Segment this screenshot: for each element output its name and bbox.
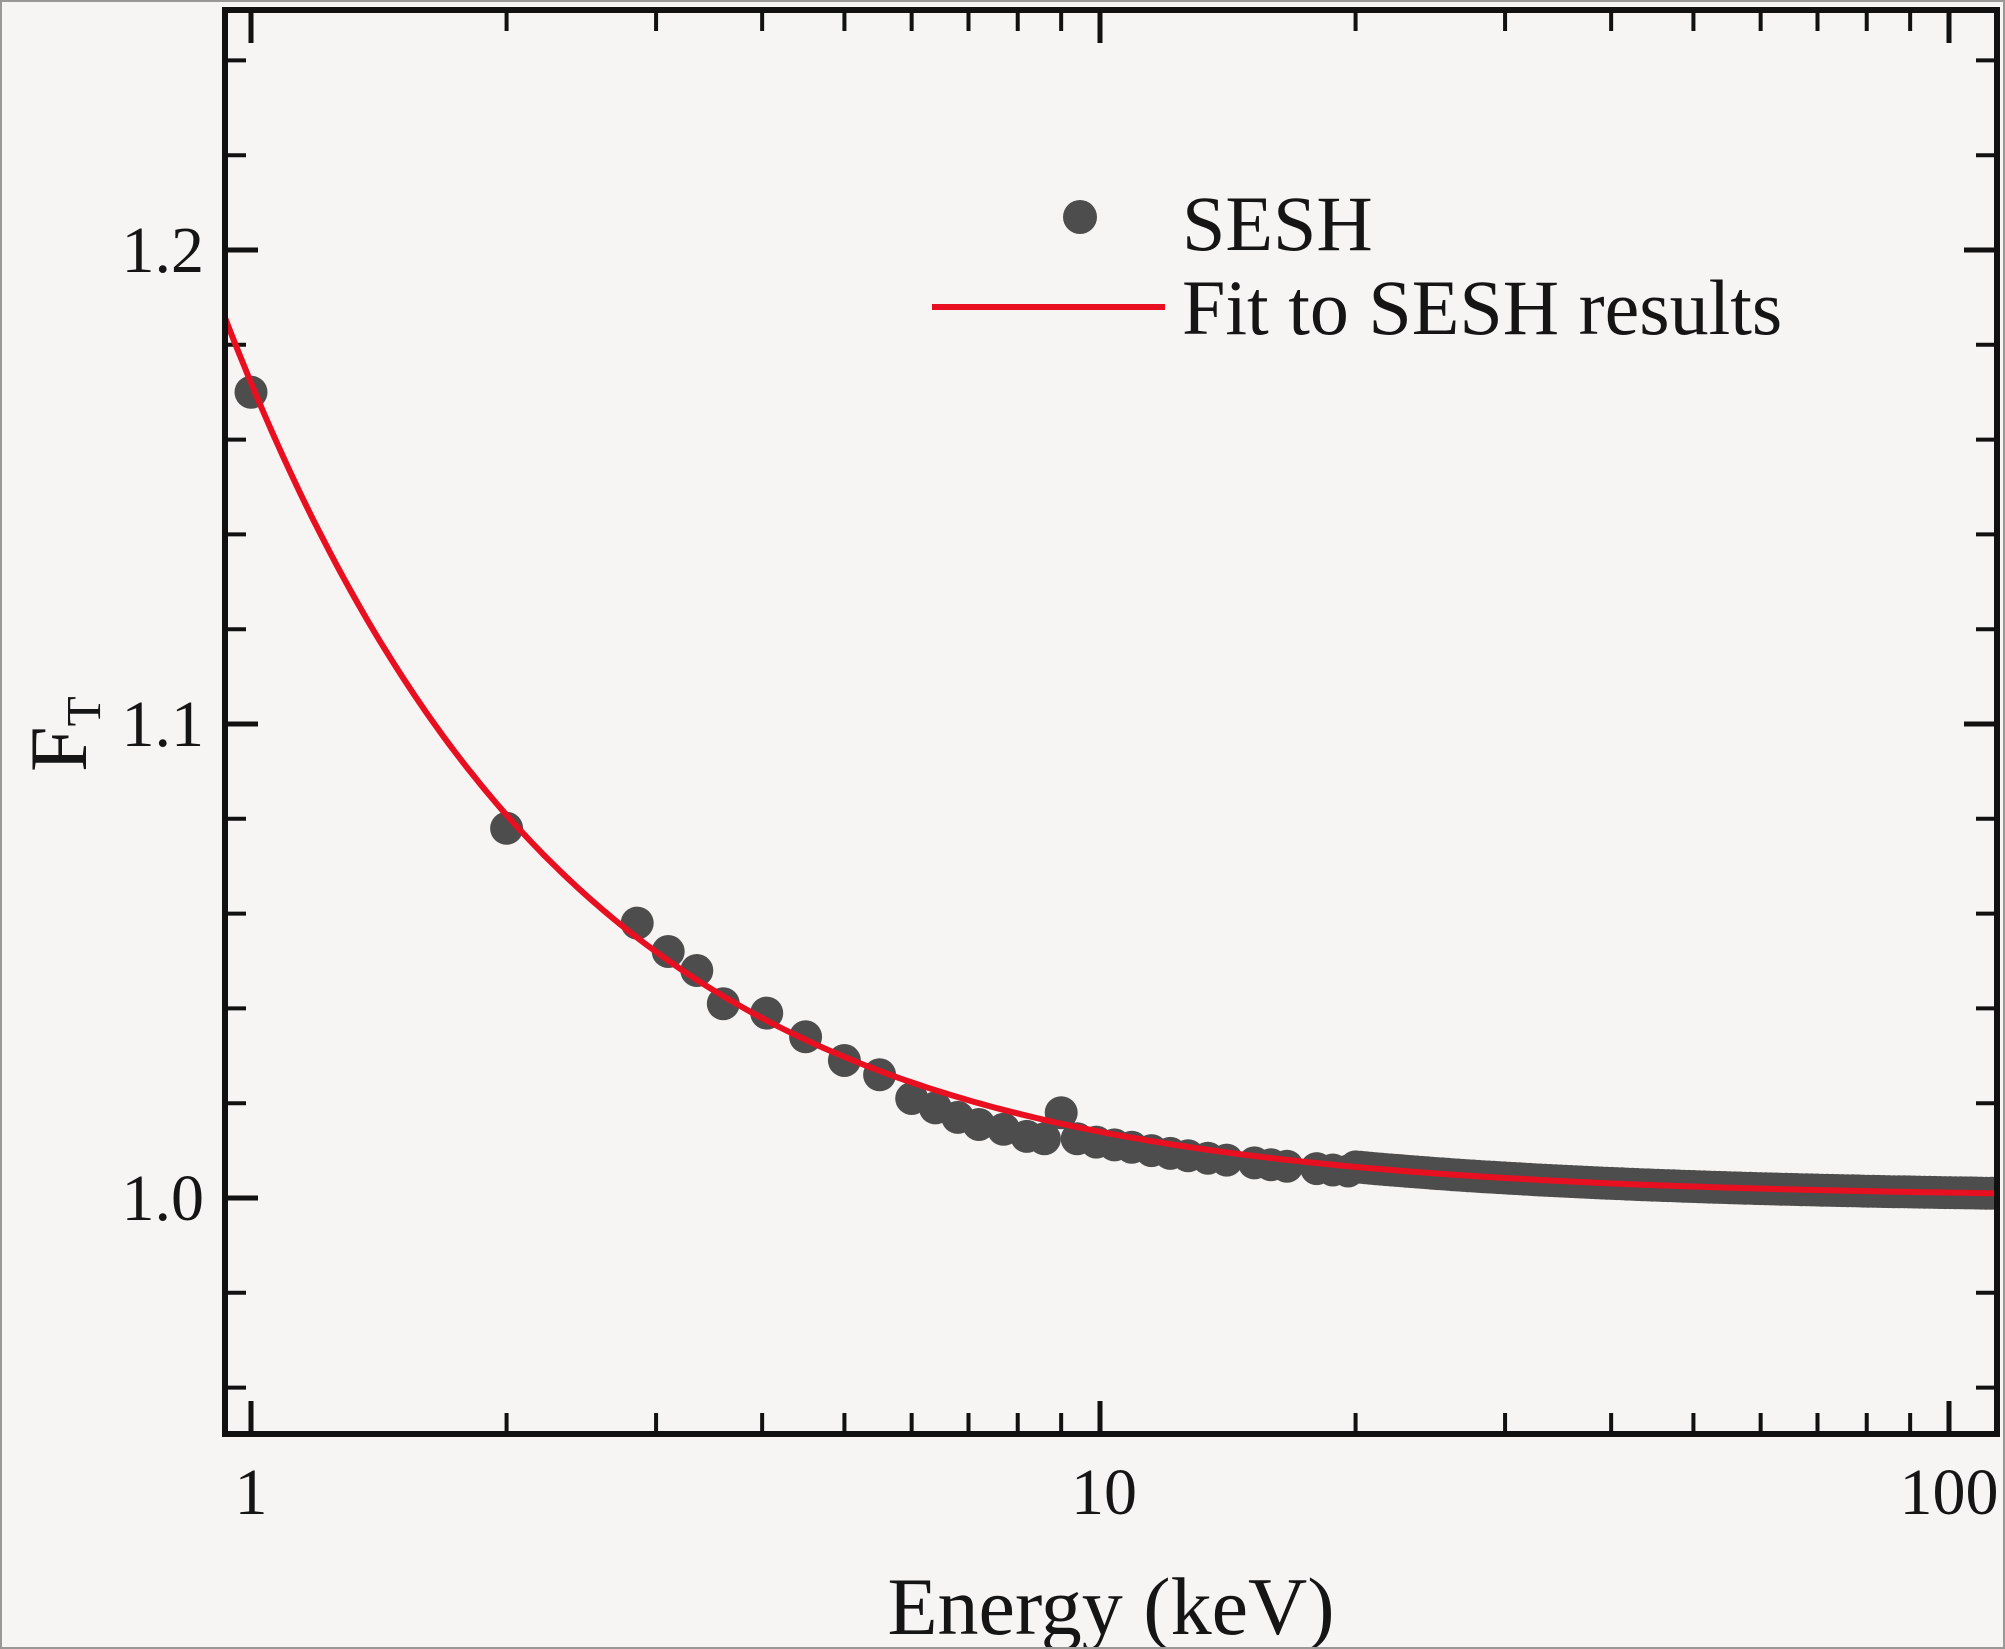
data-point-marker	[750, 996, 784, 1030]
y-axis-title-base: F	[13, 726, 104, 772]
x-tick-label-1: 1	[235, 1456, 268, 1529]
data-point-marker	[1270, 1149, 1304, 1183]
legend-marker-sesh	[1063, 200, 1097, 234]
y-tick-label-1.2: 1.2	[122, 214, 205, 287]
fit-curve	[228, 317, 1994, 1197]
data-point-marker	[706, 987, 740, 1021]
sesh-scatter-series	[234, 375, 1994, 1210]
legend-label-fit: Fit to SESH results	[1182, 264, 1782, 351]
fit-line-series	[228, 317, 1994, 1197]
data-point-marker	[680, 954, 714, 987]
axis-ticks	[228, 13, 1994, 1431]
plot-frame	[222, 7, 2000, 1437]
y-tick-label-1.1: 1.1	[122, 688, 205, 761]
y-axis-title-subscript: T	[56, 696, 111, 726]
legend-label-sesh: SESH	[1182, 180, 1373, 267]
y-axis-title: FT	[13, 696, 111, 772]
data-point-marker	[651, 935, 685, 968]
x-axis-title: Energy (keV)	[887, 1561, 1334, 1649]
x-tick-label-100: 100	[1900, 1456, 1999, 1529]
data-point-marker	[962, 1108, 996, 1141]
y-tick-label-1.0: 1.0	[122, 1162, 205, 1235]
x-tick-label-10: 10	[1071, 1456, 1137, 1529]
legend: SESH Fit to SESH results	[932, 180, 1782, 351]
data-point-marker	[1027, 1122, 1061, 1156]
